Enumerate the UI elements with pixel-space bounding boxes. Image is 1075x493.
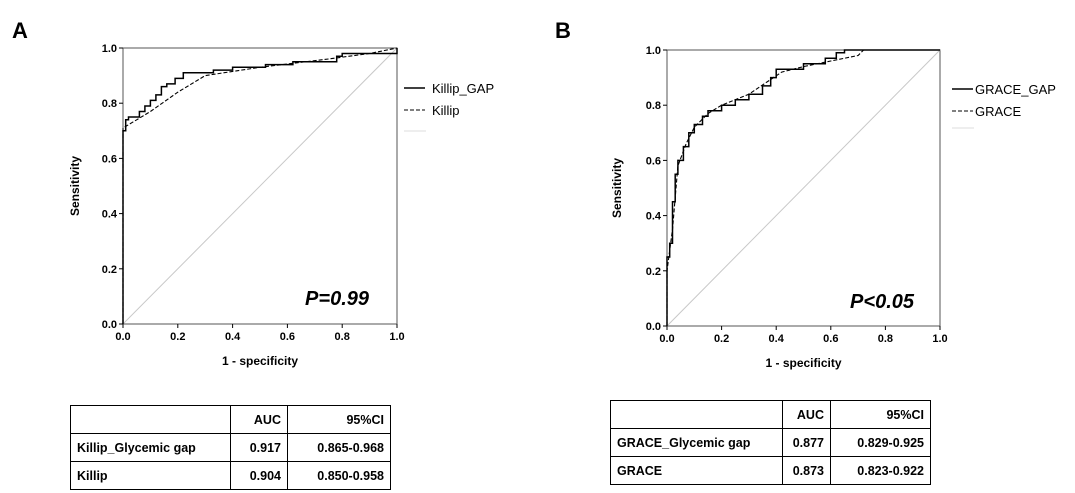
roc-curve-grace-gap bbox=[666, 49, 940, 326]
auc-table-b: AUC 95%CI GRACE_Glycemic gap 0.877 0.829… bbox=[610, 400, 931, 485]
y-tick-label: 1.0 bbox=[102, 43, 117, 55]
y-tick-label: 0.2 bbox=[646, 266, 661, 278]
table-header-cell: AUC bbox=[782, 400, 831, 429]
legend-label: Killip bbox=[432, 103, 459, 118]
roc-curve-killip bbox=[122, 47, 398, 324]
table-row: Killip 0.904 0.850-0.958 bbox=[70, 461, 391, 490]
legend-label: GRACE bbox=[975, 104, 1022, 119]
x-tick-label: 0.2 bbox=[170, 331, 185, 343]
x-tick-label: 0.8 bbox=[335, 331, 350, 343]
panel-letter: A bbox=[12, 18, 28, 43]
table-cell: GRACE bbox=[610, 456, 783, 485]
y-axis-title: Sensitivity bbox=[68, 156, 82, 216]
table-cell: Killip_Glycemic gap bbox=[70, 433, 231, 462]
y-tick-label: 1.0 bbox=[646, 45, 661, 57]
table-cell: 0.829-0.925 bbox=[830, 428, 931, 457]
table-header-cell bbox=[610, 400, 783, 429]
y-tick-label: 0.0 bbox=[102, 319, 117, 331]
table-cell: GRACE_Glycemic gap bbox=[610, 428, 783, 457]
x-tick-label: 0.8 bbox=[878, 333, 893, 345]
y-tick-label: 0.8 bbox=[102, 98, 117, 110]
roc-curve-killip-gap bbox=[122, 48, 398, 324]
table-cell: 0.877 bbox=[782, 428, 831, 457]
x-tick-label: 1.0 bbox=[932, 333, 947, 345]
table-cell: 0.865-0.968 bbox=[287, 433, 391, 462]
table-cell: 0.917 bbox=[230, 433, 288, 462]
x-tick-label: 0.6 bbox=[823, 333, 838, 345]
y-tick-label: 0.0 bbox=[646, 321, 661, 333]
legend-label: GRACE_GAP bbox=[975, 82, 1056, 97]
table-cell: Killip bbox=[70, 461, 231, 490]
y-axis-title: Sensitivity bbox=[610, 158, 624, 218]
y-tick-label: 0.6 bbox=[102, 153, 117, 165]
y-tick-label: 0.4 bbox=[102, 209, 118, 221]
reference-diagonal bbox=[666, 49, 941, 327]
table-row: GRACE_Glycemic gap 0.877 0.829-0.925 bbox=[610, 428, 931, 457]
table-header-cell: 95%CI bbox=[830, 400, 931, 429]
x-axis-title: 1 - specificity bbox=[765, 356, 841, 370]
x-tick-label: 0.0 bbox=[659, 333, 674, 345]
table-cell: 0.850-0.958 bbox=[287, 461, 391, 490]
roc-curve-grace bbox=[666, 49, 940, 326]
y-tick-label: 0.8 bbox=[646, 100, 661, 112]
p-value-annotation: P<0.05 bbox=[850, 291, 915, 313]
p-value-annotation: P=0.99 bbox=[305, 288, 370, 310]
table-cell: 0.823-0.922 bbox=[830, 456, 931, 485]
plot-frame bbox=[666, 49, 941, 327]
y-tick-label: 0.4 bbox=[646, 211, 662, 223]
table-cell: 0.904 bbox=[230, 461, 288, 490]
table-header-cell bbox=[70, 405, 231, 434]
table-row: Killip_Glycemic gap 0.917 0.865-0.968 bbox=[70, 433, 391, 462]
y-tick-label: 0.2 bbox=[102, 264, 117, 276]
x-tick-label: 0.4 bbox=[769, 333, 785, 345]
x-axis-title: 1 - specificity bbox=[222, 354, 298, 368]
x-tick-label: 1.0 bbox=[389, 331, 404, 343]
x-tick-label: 0.4 bbox=[225, 331, 241, 343]
table-header-row: AUC 95%CI bbox=[610, 400, 931, 429]
y-tick-label: 0.6 bbox=[646, 155, 661, 167]
table-header-cell: 95%CI bbox=[287, 405, 391, 434]
panel-letter: B bbox=[555, 18, 571, 43]
x-tick-label: 0.2 bbox=[714, 333, 729, 345]
x-tick-label: 0.0 bbox=[115, 331, 130, 343]
table-cell: 0.873 bbox=[782, 456, 831, 485]
auc-table-a: AUC 95%CI Killip_Glycemic gap 0.917 0.86… bbox=[70, 405, 391, 490]
reference-diagonal bbox=[122, 47, 398, 325]
table-row: GRACE 0.873 0.823-0.922 bbox=[610, 456, 931, 485]
table-header-row: AUC 95%CI bbox=[70, 405, 391, 434]
legend-label: Killip_GAP bbox=[432, 81, 494, 96]
table-header-cell: AUC bbox=[230, 405, 288, 434]
x-tick-label: 0.6 bbox=[280, 331, 295, 343]
